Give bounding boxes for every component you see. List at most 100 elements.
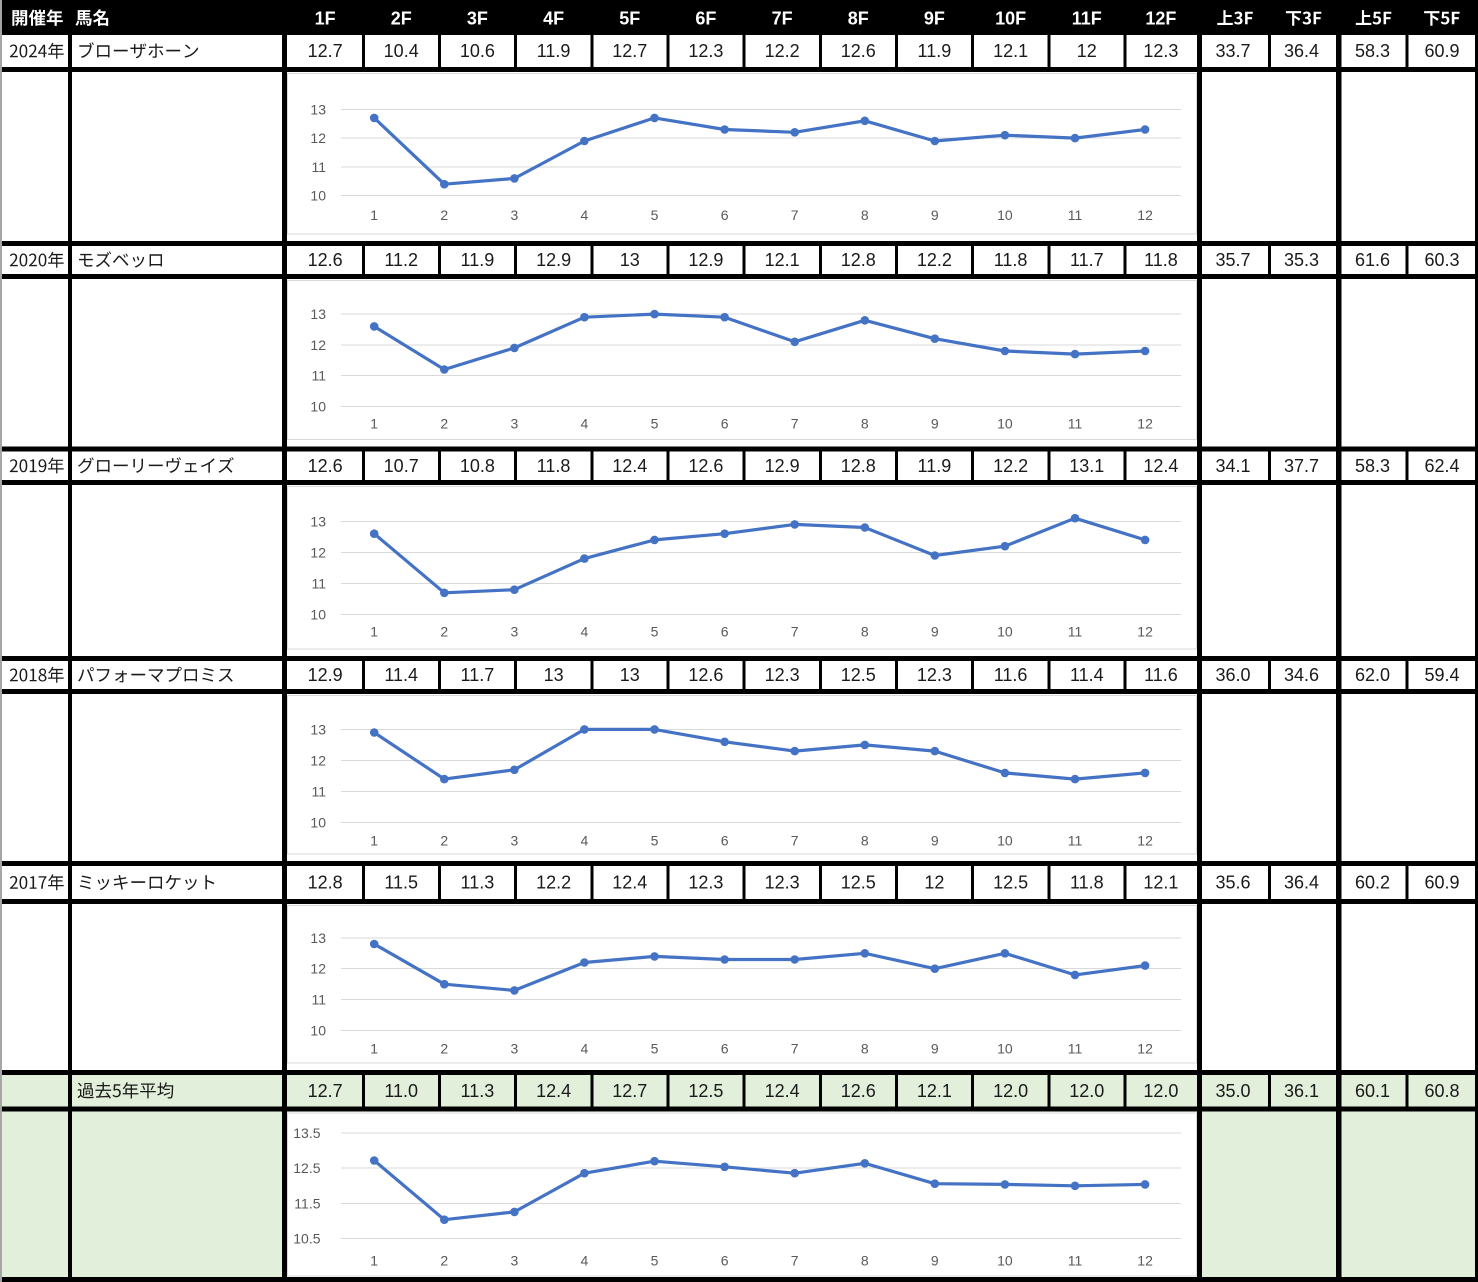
svg-text:12.1: 12.1: [917, 1081, 952, 1101]
svg-text:12.0: 12.0: [1143, 1081, 1178, 1101]
svg-text:12.3: 12.3: [765, 665, 800, 685]
svg-text:5: 5: [651, 1252, 659, 1268]
svg-text:11: 11: [311, 784, 326, 800]
svg-text:61.6: 61.6: [1355, 250, 1390, 270]
svg-text:10: 10: [310, 188, 326, 204]
svg-text:10: 10: [997, 833, 1013, 849]
svg-text:9F: 9F: [924, 8, 945, 28]
svg-text:12: 12: [310, 753, 326, 769]
svg-text:11.9: 11.9: [918, 456, 952, 476]
svg-text:7: 7: [791, 207, 799, 223]
svg-text:6: 6: [721, 1252, 729, 1268]
svg-text:1: 1: [370, 207, 378, 223]
svg-text:12.9: 12.9: [688, 250, 723, 270]
svg-text:11.2: 11.2: [384, 250, 418, 270]
svg-text:58.3: 58.3: [1355, 41, 1390, 61]
svg-text:6: 6: [721, 624, 729, 640]
svg-text:11.8: 11.8: [1144, 250, 1178, 270]
svg-text:11: 11: [311, 575, 326, 591]
svg-text:5: 5: [651, 1041, 659, 1057]
svg-text:7: 7: [791, 416, 799, 432]
svg-text:11.3: 11.3: [461, 873, 495, 893]
svg-text:11: 11: [1068, 1041, 1083, 1057]
svg-text:13.5: 13.5: [293, 1125, 320, 1141]
svg-text:11: 11: [1068, 624, 1083, 640]
svg-text:12: 12: [1137, 1041, 1153, 1057]
svg-text:3: 3: [511, 1252, 519, 1268]
svg-text:60.2: 60.2: [1355, 873, 1390, 893]
svg-text:9: 9: [931, 624, 939, 640]
svg-text:10: 10: [997, 416, 1013, 432]
svg-text:12.3: 12.3: [688, 41, 723, 61]
svg-text:2: 2: [440, 416, 448, 432]
svg-text:9: 9: [931, 833, 939, 849]
svg-text:10: 10: [997, 1041, 1013, 1057]
svg-text:11.6: 11.6: [1144, 665, 1178, 685]
svg-text:11F: 11F: [1072, 8, 1102, 28]
svg-text:12.3: 12.3: [917, 665, 952, 685]
svg-text:12: 12: [1137, 207, 1153, 223]
svg-text:35.3: 35.3: [1284, 250, 1319, 270]
svg-text:8: 8: [861, 1041, 869, 1057]
svg-text:12.7: 12.7: [612, 41, 647, 61]
svg-text:36.4: 36.4: [1284, 41, 1319, 61]
svg-text:11.0: 11.0: [384, 1081, 418, 1101]
svg-text:12.2: 12.2: [765, 41, 800, 61]
svg-text:33.7: 33.7: [1215, 41, 1250, 61]
svg-text:12: 12: [1137, 416, 1153, 432]
svg-text:12.8: 12.8: [841, 250, 876, 270]
svg-text:11.8: 11.8: [1070, 873, 1104, 893]
svg-text:2: 2: [440, 1041, 448, 1057]
svg-text:12: 12: [310, 961, 326, 977]
svg-text:10.7: 10.7: [384, 456, 419, 476]
svg-text:3: 3: [511, 833, 519, 849]
svg-text:10.8: 10.8: [460, 456, 495, 476]
svg-text:12.1: 12.1: [765, 250, 800, 270]
svg-text:12.6: 12.6: [841, 41, 876, 61]
svg-text:12.2: 12.2: [536, 873, 571, 893]
svg-text:12: 12: [310, 544, 326, 560]
svg-text:1: 1: [370, 624, 378, 640]
svg-text:10.5: 10.5: [293, 1231, 320, 1247]
svg-text:12.4: 12.4: [536, 1081, 571, 1101]
svg-text:5: 5: [651, 833, 659, 849]
svg-text:11: 11: [1068, 207, 1083, 223]
svg-text:7: 7: [791, 624, 799, 640]
svg-text:1F: 1F: [315, 8, 336, 28]
svg-text:11.7: 11.7: [461, 665, 495, 685]
svg-text:12.3: 12.3: [765, 873, 800, 893]
svg-text:3: 3: [511, 416, 519, 432]
svg-text:10: 10: [310, 815, 326, 831]
svg-text:6F: 6F: [695, 8, 716, 28]
svg-text:11.7: 11.7: [1070, 250, 1104, 270]
svg-text:11.8: 11.8: [994, 250, 1028, 270]
svg-text:9: 9: [931, 416, 939, 432]
svg-text:11.9: 11.9: [537, 41, 571, 61]
svg-text:12.5: 12.5: [993, 873, 1028, 893]
svg-text:11: 11: [1068, 1252, 1083, 1268]
svg-text:8: 8: [861, 416, 869, 432]
svg-text:13: 13: [544, 665, 564, 685]
svg-text:12.5: 12.5: [293, 1160, 320, 1176]
svg-text:12F: 12F: [1145, 8, 1176, 28]
svg-text:60.9: 60.9: [1424, 873, 1459, 893]
svg-text:4: 4: [581, 416, 589, 432]
svg-text:12.6: 12.6: [688, 665, 723, 685]
svg-text:35.6: 35.6: [1215, 873, 1250, 893]
svg-text:12.7: 12.7: [308, 1081, 343, 1101]
svg-text:12.3: 12.3: [1143, 41, 1178, 61]
svg-text:1: 1: [370, 1252, 378, 1268]
svg-text:7: 7: [791, 1252, 799, 1268]
svg-text:12.8: 12.8: [308, 873, 343, 893]
svg-text:10.6: 10.6: [460, 41, 495, 61]
svg-text:12.7: 12.7: [308, 41, 343, 61]
svg-text:62.0: 62.0: [1355, 665, 1390, 685]
svg-text:9: 9: [931, 207, 939, 223]
svg-text:2: 2: [440, 624, 448, 640]
svg-text:10.4: 10.4: [384, 41, 419, 61]
svg-text:12.9: 12.9: [765, 456, 800, 476]
svg-text:8F: 8F: [848, 8, 869, 28]
svg-text:4F: 4F: [543, 8, 564, 28]
svg-text:12.5: 12.5: [841, 873, 876, 893]
svg-text:11: 11: [1068, 416, 1083, 432]
